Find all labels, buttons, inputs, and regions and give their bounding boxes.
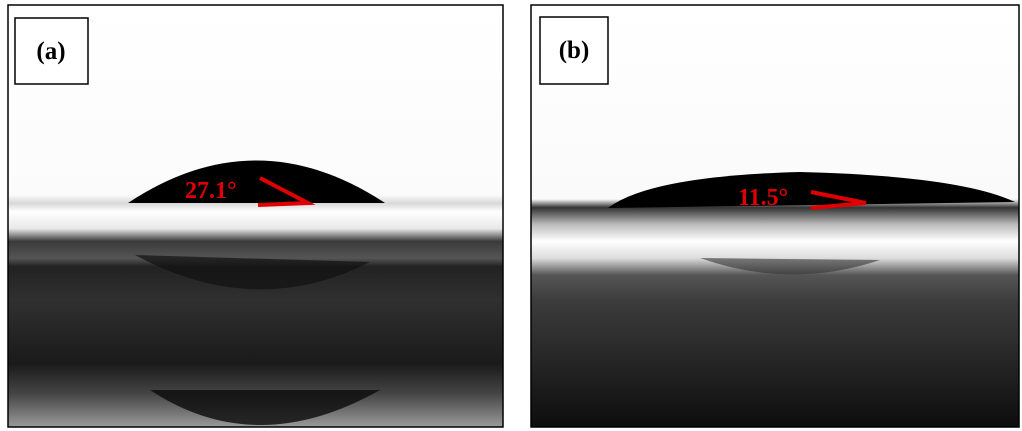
panel-a: (a) 27.1° [8,5,503,427]
figure: (a) 27.1° (b) 11.5° [0,0,1022,431]
angle-label: 11.5° [738,185,788,211]
panel-label: (a) [36,38,65,65]
angle-label: 27.1° [185,178,237,204]
page: (a) 27.1° (b) 11.5° (() => { const data … [0,0,1022,431]
panel-b: (b) 11.5° [531,5,1019,427]
panel-label: (b) [559,37,590,64]
